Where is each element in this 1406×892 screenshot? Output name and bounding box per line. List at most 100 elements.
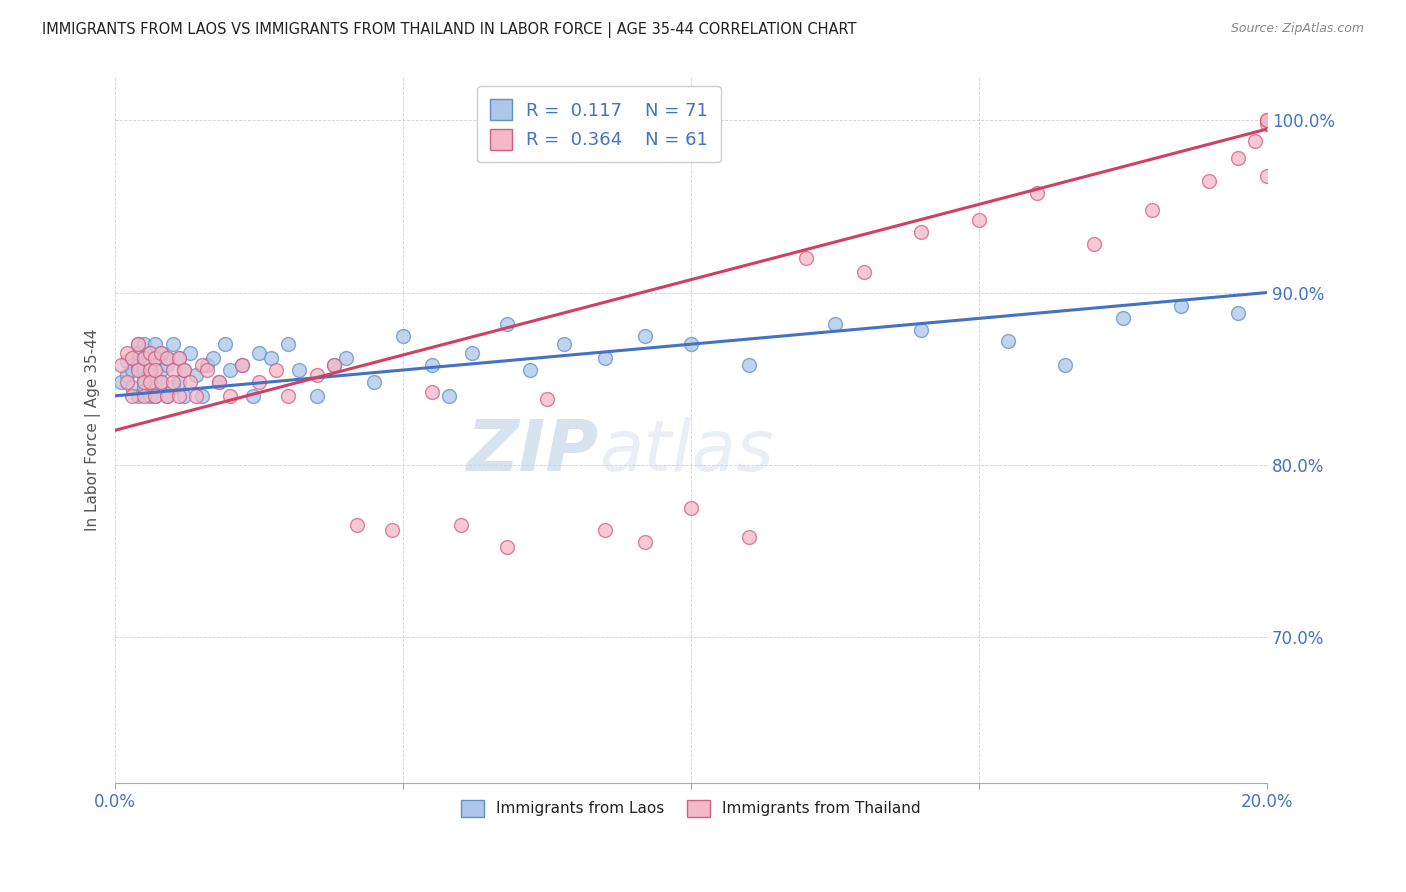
Point <box>173 363 195 377</box>
Point <box>593 351 616 365</box>
Point <box>145 375 167 389</box>
Point <box>1227 306 1250 320</box>
Point <box>173 363 195 377</box>
Point <box>420 358 443 372</box>
Point <box>1170 299 1192 313</box>
Point <box>247 375 270 389</box>
Text: ZIP: ZIP <box>467 417 599 486</box>
Point <box>139 346 162 360</box>
Point <box>179 346 201 360</box>
Point <box>437 389 460 403</box>
Point <box>997 334 1019 348</box>
Point <box>495 541 517 555</box>
Point <box>150 346 173 360</box>
Point <box>967 213 990 227</box>
Point <box>121 351 143 365</box>
Point <box>132 371 155 385</box>
Point <box>110 358 132 372</box>
Point <box>110 375 132 389</box>
Point <box>184 368 207 383</box>
Point <box>794 251 817 265</box>
Point <box>214 337 236 351</box>
Point <box>150 363 173 377</box>
Point <box>208 375 231 389</box>
Point <box>219 389 242 403</box>
Point <box>277 337 299 351</box>
Point <box>162 375 184 389</box>
Point <box>156 389 179 403</box>
Point <box>145 363 167 377</box>
Point <box>139 358 162 372</box>
Point <box>139 368 162 383</box>
Point <box>392 328 415 343</box>
Point <box>156 389 179 403</box>
Text: IMMIGRANTS FROM LAOS VS IMMIGRANTS FROM THAILAND IN LABOR FORCE | AGE 35-44 CORR: IMMIGRANTS FROM LAOS VS IMMIGRANTS FROM … <box>42 22 856 38</box>
Point <box>593 523 616 537</box>
Point <box>156 351 179 365</box>
Point <box>346 517 368 532</box>
Point <box>195 358 218 372</box>
Point <box>150 375 173 389</box>
Point <box>553 337 575 351</box>
Point <box>305 368 328 383</box>
Point <box>139 363 162 377</box>
Point <box>139 389 162 403</box>
Text: atlas: atlas <box>599 417 773 486</box>
Point <box>173 389 195 403</box>
Y-axis label: In Labor Force | Age 35-44: In Labor Force | Age 35-44 <box>86 329 101 532</box>
Point <box>121 351 143 365</box>
Point <box>167 351 190 365</box>
Point <box>190 358 212 372</box>
Point <box>167 375 190 389</box>
Point <box>127 337 149 351</box>
Point <box>1256 169 1278 183</box>
Point <box>190 389 212 403</box>
Point <box>150 346 173 360</box>
Point <box>323 358 346 372</box>
Point <box>420 385 443 400</box>
Point <box>132 375 155 389</box>
Point <box>162 337 184 351</box>
Point <box>208 375 231 389</box>
Point <box>132 380 155 394</box>
Text: Source: ZipAtlas.com: Source: ZipAtlas.com <box>1230 22 1364 36</box>
Point <box>335 351 357 365</box>
Point <box>162 363 184 377</box>
Point <box>127 363 149 377</box>
Point <box>1140 202 1163 217</box>
Point <box>824 317 846 331</box>
Point <box>242 389 264 403</box>
Point <box>277 389 299 403</box>
Point <box>737 530 759 544</box>
Point <box>1083 237 1105 252</box>
Point <box>127 358 149 372</box>
Point <box>184 389 207 403</box>
Point <box>115 368 138 383</box>
Point <box>139 346 162 360</box>
Point <box>1256 117 1278 131</box>
Point <box>266 363 288 377</box>
Point <box>156 358 179 372</box>
Point <box>1256 113 1278 128</box>
Point <box>260 351 283 365</box>
Point <box>679 337 702 351</box>
Point <box>156 351 179 365</box>
Point <box>231 358 253 372</box>
Point <box>737 358 759 372</box>
Point <box>1025 186 1047 200</box>
Point <box>121 380 143 394</box>
Point <box>127 346 149 360</box>
Point <box>1227 151 1250 165</box>
Point <box>132 389 155 403</box>
Point <box>305 389 328 403</box>
Point <box>536 392 558 407</box>
Point <box>139 375 162 389</box>
Point <box>132 351 155 365</box>
Point <box>145 337 167 351</box>
Point <box>115 346 138 360</box>
Point <box>127 389 149 403</box>
Point <box>288 363 311 377</box>
Point <box>634 535 657 549</box>
Point <box>127 337 149 351</box>
Point <box>1112 311 1135 326</box>
